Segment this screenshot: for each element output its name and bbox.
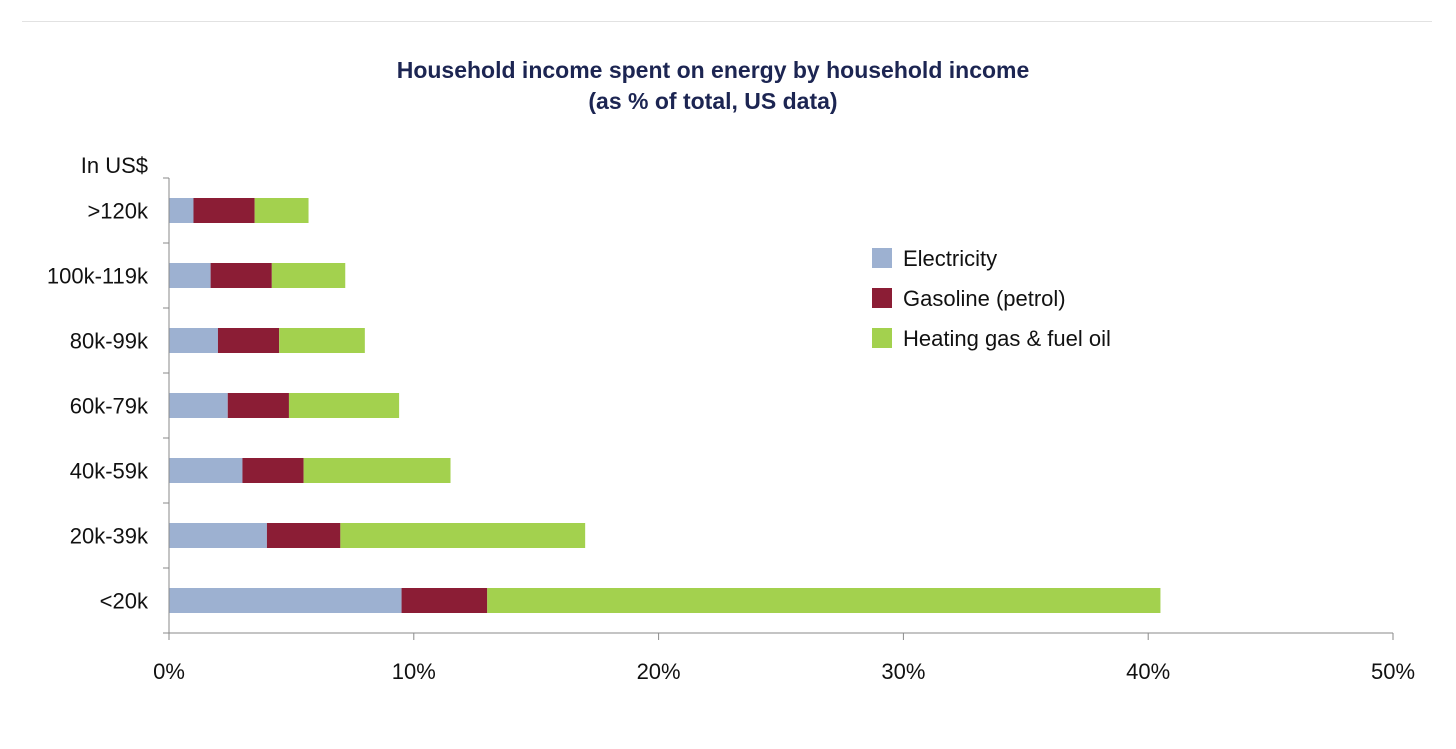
bar-segment-1-2 bbox=[169, 263, 211, 288]
x-tick-label-2: 10% bbox=[392, 659, 436, 684]
bar-segment-1-1 bbox=[169, 198, 194, 223]
bar-segment-1-7 bbox=[169, 588, 402, 613]
bar-segment-2-6 bbox=[266, 523, 341, 548]
bar-segment-3-3 bbox=[279, 328, 365, 353]
y-axis-unit-label: In US$ bbox=[81, 153, 148, 178]
bar-segment-1-4 bbox=[169, 393, 228, 418]
legend-swatch-1 bbox=[872, 248, 892, 268]
bar-segment-1-5 bbox=[169, 458, 243, 483]
category-label-6: 20k-39k bbox=[70, 524, 149, 549]
category-label-2: 100k-119k bbox=[47, 264, 149, 289]
bar-segment-3-7 bbox=[487, 588, 1161, 613]
chart-title-block: Household income spent on energy by hous… bbox=[0, 55, 1426, 117]
legend-label-2: Gasoline (petrol) bbox=[903, 286, 1066, 311]
legend-swatch-2 bbox=[872, 288, 892, 308]
bar-segment-3-5 bbox=[303, 458, 451, 483]
legend: Electricity Gasoline (petrol) Heating gas … bbox=[872, 246, 1111, 351]
bar-segment-2-4 bbox=[227, 393, 289, 418]
bar-segment-3-4 bbox=[288, 393, 400, 418]
bar-segment-3-1 bbox=[254, 198, 309, 223]
chart-title: Household income spent on energy by hous… bbox=[396, 57, 1030, 83]
bar-segment-3-2 bbox=[271, 263, 346, 288]
axes-layer: >120k 100k-119k 80k-99k 60k-79k 40k-59k 20k-3… bbox=[47, 177, 1415, 684]
bar-segment-2-7 bbox=[401, 588, 488, 613]
x-tick-label-6: 50% bbox=[1371, 659, 1415, 684]
category-label-1: >120k bbox=[87, 199, 149, 224]
chart-subtitle: (as % of total, US data) bbox=[588, 88, 838, 114]
top-divider bbox=[22, 21, 1432, 22]
x-tick-label-3: 20% bbox=[637, 659, 681, 684]
bar-segment-3-6 bbox=[340, 523, 586, 548]
bar-segment-2-3 bbox=[217, 328, 280, 353]
x-tick-label-4: 30% bbox=[881, 659, 925, 684]
category-label-3: 80k-99k bbox=[70, 329, 149, 354]
category-label-4: 60k-79k bbox=[70, 394, 149, 419]
bar-segment-2-5 bbox=[242, 458, 304, 483]
x-tick-label-5: 40% bbox=[1126, 659, 1170, 684]
legend-label-1: Electricity bbox=[903, 246, 997, 271]
bar-segment-1-6 bbox=[169, 523, 267, 548]
legend-swatch-3 bbox=[872, 328, 892, 348]
bar-segment-2-1 bbox=[193, 198, 255, 223]
category-label-5: 40k-59k bbox=[70, 459, 149, 484]
bars-layer bbox=[169, 198, 1161, 613]
bar-segment-2-2 bbox=[210, 263, 272, 288]
bar-segment-1-3 bbox=[169, 328, 218, 353]
legend-label-3: Heating gas & fuel oil bbox=[903, 326, 1111, 351]
category-label-7: <20k bbox=[100, 589, 149, 614]
x-tick-label-1: 0% bbox=[153, 659, 185, 684]
